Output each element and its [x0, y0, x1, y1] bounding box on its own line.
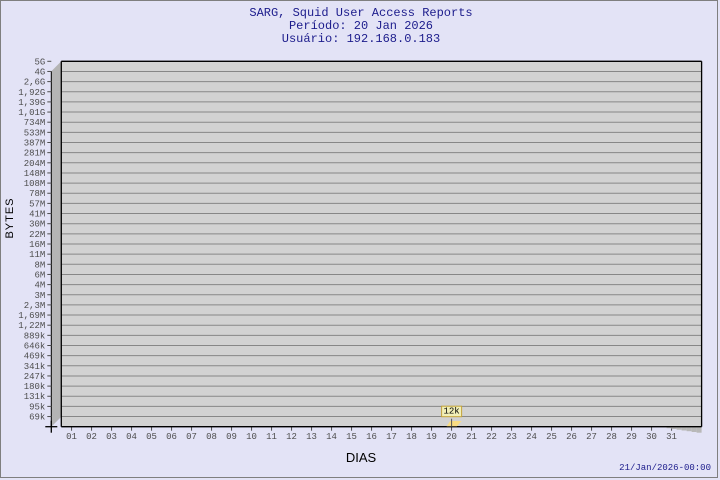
- svg-text:148M: 148M: [24, 169, 46, 179]
- svg-text:07: 07: [186, 432, 197, 442]
- svg-text:13: 13: [306, 432, 317, 442]
- svg-text:1,39G: 1,39G: [18, 98, 45, 108]
- svg-text:889k: 889k: [24, 331, 46, 341]
- svg-text:2,6G: 2,6G: [24, 78, 46, 88]
- svg-text:22: 22: [486, 432, 497, 442]
- svg-text:95k: 95k: [29, 402, 45, 412]
- svg-text:15: 15: [346, 432, 357, 442]
- svg-text:1,01G: 1,01G: [18, 108, 45, 118]
- svg-text:03: 03: [106, 432, 117, 442]
- svg-text:06: 06: [166, 432, 177, 442]
- svg-text:1,69M: 1,69M: [18, 311, 45, 321]
- svg-text:29: 29: [626, 432, 637, 442]
- svg-text:1,92G: 1,92G: [18, 88, 45, 98]
- svg-text:20: 20: [446, 432, 457, 442]
- svg-text:69k: 69k: [29, 413, 45, 423]
- svg-text:11: 11: [266, 432, 277, 442]
- svg-text:22M: 22M: [29, 230, 45, 240]
- svg-text:14: 14: [326, 432, 337, 442]
- svg-text:281M: 281M: [24, 149, 46, 159]
- svg-text:10: 10: [246, 432, 257, 442]
- svg-text:3M: 3M: [34, 291, 45, 301]
- svg-text:341k: 341k: [24, 362, 46, 372]
- svg-text:16M: 16M: [29, 240, 45, 250]
- svg-text:8M: 8M: [34, 260, 45, 270]
- svg-text:16: 16: [366, 432, 377, 442]
- svg-text:387M: 387M: [24, 139, 46, 149]
- svg-text:02: 02: [86, 432, 97, 442]
- svg-text:09: 09: [226, 432, 237, 442]
- svg-text:27: 27: [586, 432, 597, 442]
- svg-text:533M: 533M: [24, 128, 46, 138]
- svg-text:2,3M: 2,3M: [24, 301, 46, 311]
- svg-text:78M: 78M: [29, 189, 45, 199]
- svg-text:6M: 6M: [34, 270, 45, 280]
- svg-text:108M: 108M: [24, 179, 46, 189]
- svg-text:57M: 57M: [29, 199, 45, 209]
- svg-text:23: 23: [506, 432, 517, 442]
- svg-text:12k: 12k: [443, 407, 459, 417]
- svg-text:204M: 204M: [24, 159, 46, 169]
- svg-text:31: 31: [666, 432, 677, 442]
- svg-text:30M: 30M: [29, 220, 45, 230]
- svg-text:12: 12: [286, 432, 297, 442]
- svg-text:05: 05: [146, 432, 157, 442]
- svg-text:04: 04: [126, 432, 137, 442]
- svg-text:26: 26: [566, 432, 577, 442]
- svg-text:08: 08: [206, 432, 217, 442]
- svg-text:21: 21: [466, 432, 477, 442]
- svg-text:28: 28: [606, 432, 617, 442]
- svg-text:1,22M: 1,22M: [18, 321, 45, 331]
- svg-text:469k: 469k: [24, 352, 46, 362]
- svg-text:30: 30: [646, 432, 657, 442]
- svg-text:4M: 4M: [34, 281, 45, 291]
- svg-text:180k: 180k: [24, 382, 46, 392]
- svg-text:247k: 247k: [24, 372, 46, 382]
- svg-text:25: 25: [546, 432, 557, 442]
- svg-text:01: 01: [66, 432, 77, 442]
- svg-text:17: 17: [386, 432, 397, 442]
- svg-text:131k: 131k: [24, 392, 46, 402]
- svg-text:4G: 4G: [34, 68, 45, 78]
- svg-text:41M: 41M: [29, 210, 45, 220]
- svg-text:19: 19: [426, 432, 437, 442]
- svg-text:18: 18: [406, 432, 417, 442]
- svg-text:11M: 11M: [29, 250, 45, 260]
- svg-text:734M: 734M: [24, 118, 46, 128]
- svg-text:24: 24: [526, 432, 537, 442]
- svg-text:5G: 5G: [34, 57, 45, 67]
- svg-text:646k: 646k: [24, 342, 46, 352]
